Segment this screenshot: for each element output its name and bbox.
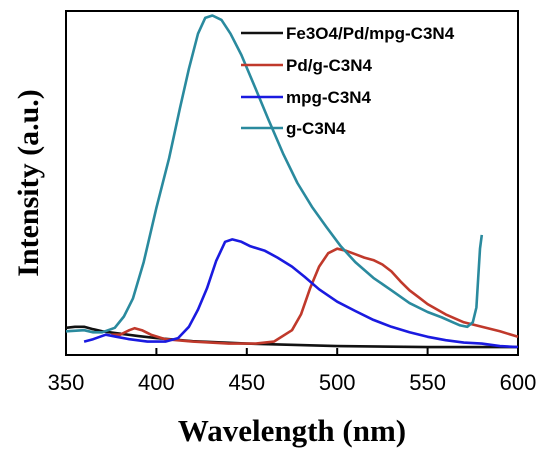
legend-label: mpg-C3N4: [286, 88, 372, 107]
series-layer: [65, 14, 519, 349]
x-axis-title: Wavelength (nm): [178, 413, 406, 448]
x-tick-label: 600: [500, 370, 537, 395]
plot-frame: [65, 10, 519, 356]
legend-label: Fe3O4/Pd/mpg-C3N4: [286, 24, 455, 43]
x-ticks: 350 400 450 500 550 600: [48, 348, 537, 395]
y-axis-title: Intensity (a.u.): [12, 89, 45, 277]
legend-label: Pd/g-C3N4: [286, 56, 373, 75]
x-tick-label: 500: [319, 370, 356, 395]
series-line-0: [65, 325, 518, 349]
series-line-3: [65, 14, 484, 334]
x-tick-label: 550: [409, 370, 446, 395]
x-tick-label: 400: [138, 370, 175, 395]
x-tick-label: 350: [48, 370, 85, 395]
legend-label: g-C3N4: [286, 119, 346, 138]
x-tick-label: 450: [228, 370, 265, 395]
series-line-1: [111, 247, 519, 345]
legend: Fe3O4/Pd/mpg-C3N4 Pd/g-C3N4 mpg-C3N4 g-C3N4: [241, 24, 455, 138]
series-line-2: [83, 238, 519, 349]
